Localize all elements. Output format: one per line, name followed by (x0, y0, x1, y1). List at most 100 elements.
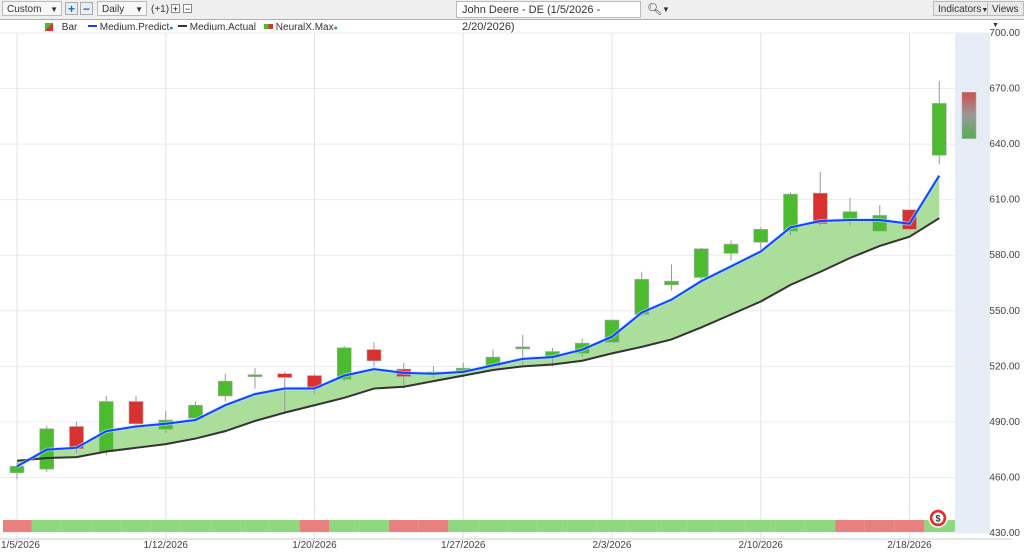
signal-strip-segment (507, 520, 538, 532)
candle-body (515, 346, 531, 350)
candle-body (336, 347, 352, 380)
toolbar: Custom ▼ + − Daily ▼ (+1) + − John Deere -… (0, 0, 1024, 33)
signal-strip-segment (91, 520, 122, 532)
signal-strip-segment (448, 520, 479, 532)
y-tick-label: 520.00 (989, 361, 1020, 372)
neuralx-forecast-bar (961, 91, 977, 139)
symbol-title-field[interactable]: John Deere - DE (1/5/2026 - 2/20/2026) (456, 1, 641, 33)
signal-strip-segment (478, 520, 508, 532)
candle (247, 368, 263, 389)
chevron-down-icon: ▼ (992, 22, 999, 29)
signal-strip-segment (180, 520, 211, 532)
candle-body (128, 401, 144, 425)
x-tick-label: 1/27/2026 (441, 540, 486, 551)
legend-actual[interactable]: Medium.Actual (178, 22, 256, 33)
signal-strip-segment (775, 520, 806, 532)
legend-predict[interactable]: Medium.Predict● (88, 22, 173, 33)
signal-strip-segment (61, 520, 92, 532)
signal-strip-segment (150, 520, 181, 532)
interval-select[interactable]: Daily ▼ (97, 1, 147, 16)
signal-strip-segment (121, 520, 151, 532)
signal-strip-segment (537, 520, 568, 532)
y-tick-label: 640.00 (989, 139, 1020, 150)
candle (812, 171, 828, 226)
candle (693, 247, 709, 283)
chevron-down-icon: ▼ (50, 5, 58, 14)
candle (931, 81, 947, 165)
offset-decrease-button[interactable]: − (183, 4, 192, 14)
candle (723, 240, 739, 261)
signal-strip-segment (805, 520, 836, 532)
medium-predict-line (16, 175, 941, 468)
legend-predict-label: Medium.Predict (99, 22, 170, 33)
signal-strip-segment (716, 520, 746, 532)
y-tick-label: 580.00 (989, 250, 1020, 261)
y-tick-label: 550.00 (989, 306, 1020, 317)
zoom-out-button[interactable]: − (80, 2, 93, 15)
candle-body (783, 193, 798, 232)
x-tick-label: 1/20/2026 (292, 540, 337, 551)
range-select[interactable]: Custom ▼ (2, 1, 62, 16)
views-label: Views (992, 4, 1019, 15)
signal-strip-segment (240, 520, 270, 532)
candle (217, 373, 233, 402)
candle (188, 401, 203, 421)
signal-strip-segment (269, 520, 300, 532)
candle-body (217, 380, 233, 397)
range-select-value: Custom (7, 4, 42, 15)
interval-select-value: Daily (102, 4, 125, 15)
candle (664, 264, 679, 291)
legend-bar[interactable]: Bar (45, 22, 77, 33)
chevron-down-icon: ▼ (135, 5, 143, 14)
legend-neuralx[interactable]: NeuralX.Max● (264, 22, 338, 33)
candle-body (366, 349, 382, 362)
candle (98, 395, 114, 456)
x-tick-label: 2/10/2026 (739, 540, 784, 551)
settings-dot-icon: ● (169, 25, 174, 32)
signal-strip-segment (894, 520, 925, 532)
medium-actual-line (16, 217, 940, 462)
signal-strip-segment (359, 520, 389, 532)
x-tick-label: 1/12/2026 (144, 540, 189, 551)
candle (128, 395, 144, 430)
chevron-down-icon: ▼ (981, 7, 989, 14)
marker-inner (932, 512, 944, 524)
signal-strip-segment (31, 520, 62, 532)
offset-increase-button[interactable]: + (171, 4, 180, 14)
signal-strip-segment (418, 520, 449, 532)
candle-body (9, 466, 25, 474)
signal-strip-segment (745, 520, 776, 532)
y-tick-label: 490.00 (989, 417, 1020, 428)
candle-body (693, 248, 709, 278)
candle (634, 271, 650, 317)
signal-strip-segment (656, 520, 687, 532)
y-tick-label: 460.00 (989, 472, 1020, 483)
candle (366, 342, 382, 367)
signal-strip-segment (329, 520, 360, 532)
candle-body (812, 192, 828, 225)
signal-strip-segment (567, 520, 598, 532)
y-tick-label: 430.00 (989, 528, 1020, 539)
signal-strip-segment (597, 520, 627, 532)
chevron-down-icon[interactable]: ▼ (662, 5, 670, 14)
candle-body (98, 401, 114, 452)
candle-body (664, 280, 679, 286)
y-tick-label: 700.00 (989, 28, 1020, 39)
zoom-in-button[interactable]: + (65, 2, 78, 15)
legend-bar-label: Bar (61, 22, 78, 33)
x-tick-label: 2/18/2026 (887, 540, 932, 551)
search-icon[interactable]: 🔍︎ (647, 2, 663, 16)
signal-strip-segment (299, 520, 330, 532)
legend-actual-label: Medium.Actual (189, 22, 256, 33)
signal-strip-segment (3, 520, 32, 532)
signal-strip-segment (864, 520, 895, 532)
indicators-label: Indicators (938, 4, 982, 15)
signal-strip-segment (686, 520, 717, 532)
medium-predict-glow (16, 174, 941, 469)
offset-label: (+1) (151, 4, 170, 15)
legend-neuralx-label: NeuralX.Max (275, 22, 334, 33)
indicators-button[interactable]: Indicators▼ (933, 1, 994, 16)
candle (277, 371, 293, 413)
candle-body (723, 243, 739, 254)
